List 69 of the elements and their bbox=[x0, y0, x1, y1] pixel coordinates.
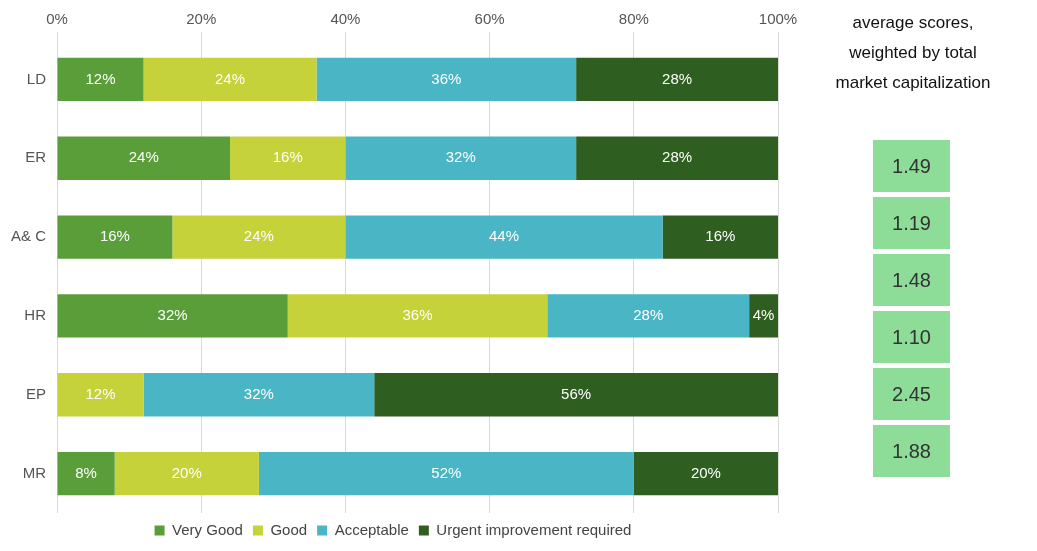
text: 1.10 bbox=[873, 311, 950, 363]
data-label: 32% bbox=[157, 306, 188, 324]
data-label: 28% bbox=[662, 148, 693, 166]
data-label: 24% bbox=[243, 227, 274, 245]
data-label: 12% bbox=[85, 384, 116, 402]
data-label: 24% bbox=[215, 69, 246, 87]
y-tick-label: EP bbox=[25, 384, 47, 402]
bar bbox=[662, 215, 778, 259]
y-tick-label: A& C bbox=[10, 227, 47, 245]
data-label: 16% bbox=[99, 227, 130, 245]
data-label: 8% bbox=[75, 463, 97, 481]
y-tick-label: ER bbox=[25, 148, 47, 166]
bar bbox=[143, 373, 375, 417]
data-label: 28% bbox=[662, 69, 693, 87]
text: 1.49 bbox=[873, 140, 950, 192]
bar bbox=[114, 451, 259, 496]
x-tick-label: 40% bbox=[330, 10, 361, 28]
bar bbox=[57, 57, 144, 102]
legend-label: Good bbox=[270, 520, 308, 538]
y-tick-label: HR bbox=[24, 306, 47, 324]
data-label: 56% bbox=[561, 384, 592, 402]
data-label: 52% bbox=[431, 463, 462, 481]
bar bbox=[345, 136, 577, 180]
y-tick-label: LD bbox=[26, 69, 47, 87]
legend-label: Very Good bbox=[172, 520, 243, 538]
bar bbox=[172, 215, 346, 259]
bar bbox=[143, 57, 317, 102]
data-label: 12% bbox=[85, 69, 116, 87]
data-label: 44% bbox=[489, 227, 520, 245]
data-label: 32% bbox=[445, 148, 476, 166]
data-label: 32% bbox=[243, 384, 274, 402]
bar bbox=[547, 294, 750, 338]
x-tick-label: 80% bbox=[618, 10, 649, 28]
bar bbox=[57, 451, 115, 496]
bar bbox=[749, 294, 778, 338]
text: 1.48 bbox=[873, 254, 950, 306]
bar bbox=[345, 215, 663, 259]
data-label: 36% bbox=[402, 306, 433, 324]
bar bbox=[57, 294, 288, 338]
bar bbox=[57, 136, 231, 180]
data-label: 16% bbox=[705, 227, 736, 245]
data-label: 28% bbox=[633, 306, 664, 324]
x-tick-label: 60% bbox=[474, 10, 505, 28]
bar bbox=[287, 294, 548, 338]
data-label: 4% bbox=[752, 306, 775, 324]
bar bbox=[576, 57, 778, 102]
data-label: 20% bbox=[171, 463, 202, 481]
text: 1.88 bbox=[873, 425, 950, 477]
bar bbox=[57, 215, 173, 259]
text: 2.45 bbox=[873, 368, 950, 420]
y-tick-label: MR bbox=[22, 463, 47, 481]
x-tick-label: 0% bbox=[46, 10, 68, 28]
data-label: 16% bbox=[272, 148, 303, 166]
bar bbox=[316, 57, 577, 102]
data-label: 20% bbox=[690, 463, 721, 481]
text: average scores, weighted by total market capitalization bbox=[834, 12, 992, 94]
x-tick-label: 20% bbox=[186, 10, 217, 28]
data-label: 24% bbox=[128, 148, 159, 166]
data-label: 36% bbox=[431, 69, 462, 87]
bar bbox=[57, 373, 144, 417]
x-tick-label: 100% bbox=[758, 10, 798, 28]
bar bbox=[576, 136, 778, 180]
bar bbox=[633, 451, 778, 496]
legend-label: Urgent improvement required bbox=[436, 520, 632, 538]
bar bbox=[374, 373, 778, 417]
legend-label: Acceptable bbox=[334, 520, 409, 538]
text: 1.19 bbox=[873, 197, 950, 249]
bar bbox=[258, 451, 634, 496]
bar bbox=[230, 136, 346, 180]
